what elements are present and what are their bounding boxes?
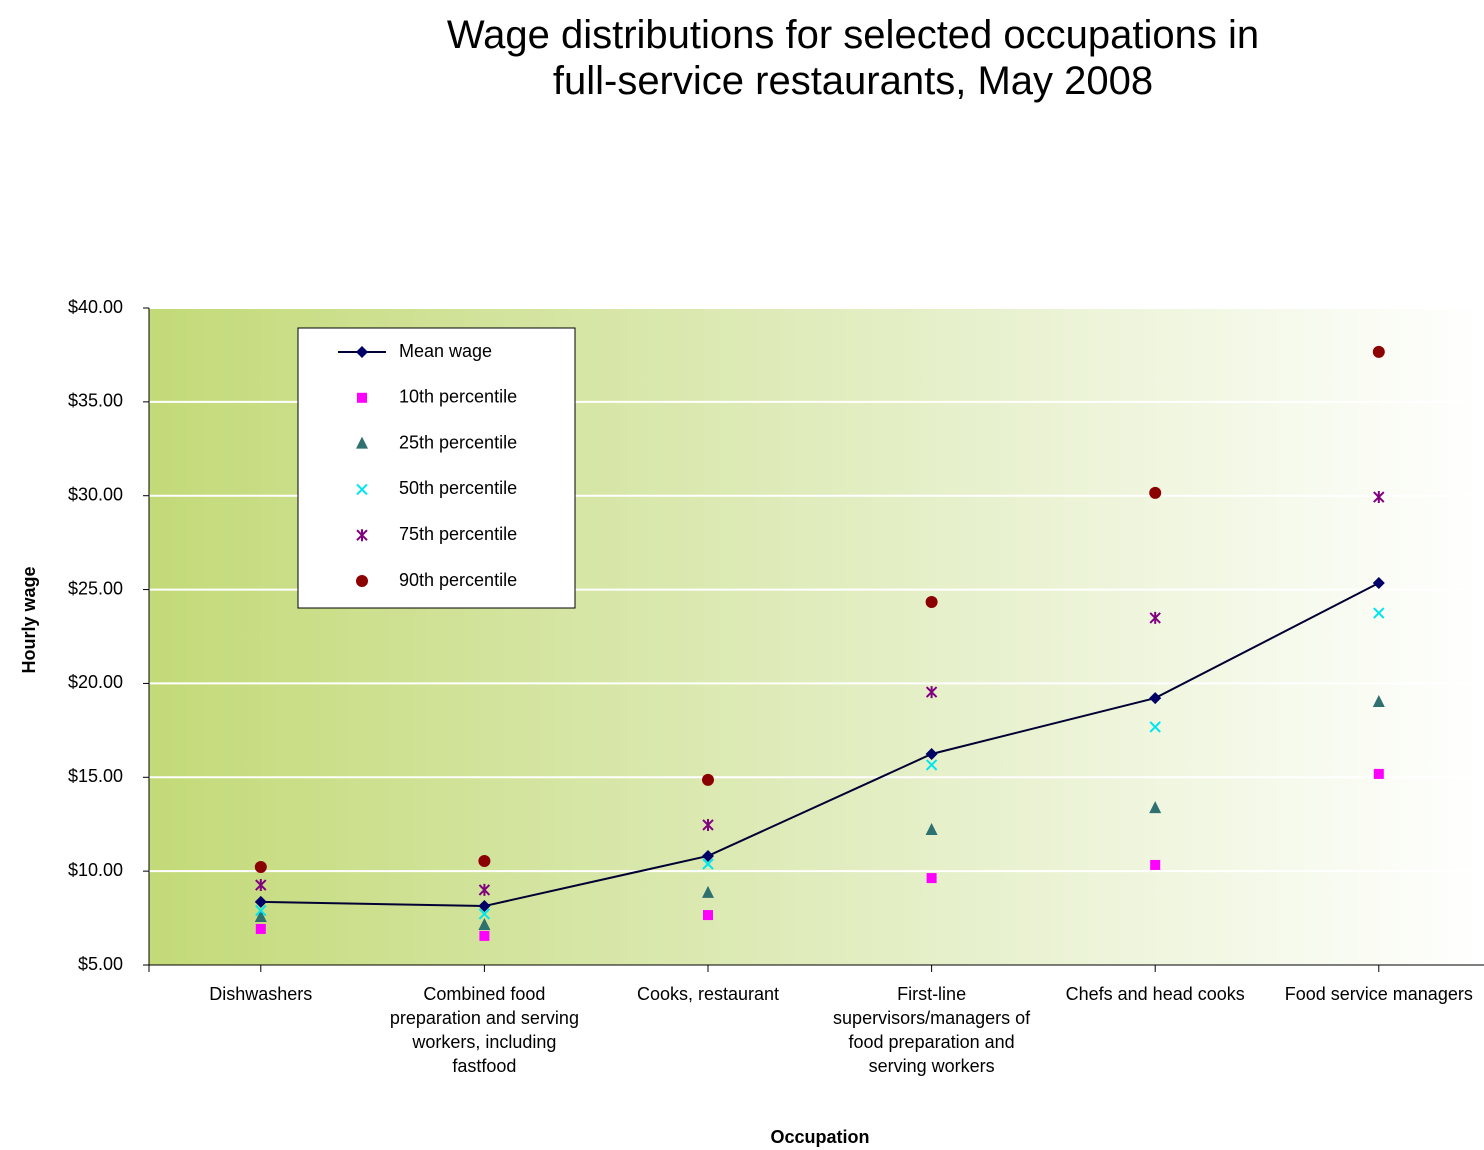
marker (1372, 577, 1385, 590)
x-tick-label: First-line supervisors/managers of food … (833, 984, 1031, 1076)
legend-label: Mean wage (399, 341, 492, 361)
legend-label: 90th percentile (399, 570, 517, 590)
marker (1373, 768, 1384, 779)
marker (479, 930, 490, 941)
marker (702, 858, 714, 870)
marker (925, 748, 938, 761)
marker (925, 759, 938, 771)
x-tick-label: Chefs and head cooks (1065, 984, 1245, 1004)
legend-marker (356, 346, 368, 358)
legend-marker (356, 483, 368, 496)
legend-label: 25th percentile (399, 432, 517, 452)
legend-box (297, 327, 576, 609)
marker (1149, 801, 1162, 814)
marker (1149, 721, 1161, 733)
marker (478, 855, 491, 868)
marker (702, 849, 714, 862)
marker (702, 773, 714, 786)
y-tick-label: $30.00 (68, 484, 123, 504)
marker (254, 895, 267, 908)
marker (703, 910, 713, 921)
marker (1372, 345, 1385, 358)
legend: Mean wage 10th percentile 25th percentile 5… (297, 327, 576, 609)
marker (255, 879, 267, 892)
marker (255, 904, 267, 917)
marker (478, 918, 491, 931)
x-axis-title: Occupation (770, 1127, 869, 1147)
marker (254, 861, 267, 874)
marker (478, 908, 491, 920)
marker (1373, 491, 1385, 504)
legend-marker (356, 575, 368, 587)
y-tick-label: $20.00 (68, 672, 123, 692)
marker (1149, 611, 1161, 624)
y-tick-label: $35.00 (68, 391, 123, 411)
marker (1150, 859, 1161, 870)
legend-label: 10th percentile (399, 387, 517, 407)
y-tick-label: $5.00 (78, 954, 123, 974)
marker (1149, 692, 1162, 705)
x-tick-label: Food service managers (1284, 984, 1473, 1004)
legend-marker (356, 529, 368, 542)
marker (254, 909, 267, 922)
y-axis-title: Hourly wage (19, 566, 39, 673)
legend-marker (356, 436, 368, 449)
legend-label: 75th percentile (399, 524, 517, 544)
marker (255, 923, 266, 934)
marker (478, 883, 491, 896)
y-tick-label: $15.00 (68, 766, 123, 786)
marker (1372, 695, 1385, 708)
marker (702, 885, 714, 898)
marker (1373, 607, 1385, 619)
y-tick-label: $10.00 (68, 860, 123, 880)
y-tick-label: $25.00 (68, 578, 123, 598)
marker (925, 823, 938, 836)
chart-title: Wage distributions for selected occupati… (446, 13, 1260, 103)
y-tick-label: $40.00 (68, 297, 123, 317)
marker (702, 818, 714, 831)
marker (926, 873, 937, 884)
x-tick-label: Cooks, restaurant (636, 984, 780, 1004)
marker (925, 686, 938, 699)
marker (478, 900, 491, 913)
marker (925, 595, 938, 608)
x-tick-label: Combined food preparation and serving wo… (389, 984, 579, 1076)
legend-marker (357, 392, 367, 403)
legend-label: 50th percentile (399, 478, 517, 498)
x-tick-label: Dishwashers (209, 984, 313, 1004)
series-line (260, 582, 1380, 908)
marker (1149, 486, 1162, 499)
